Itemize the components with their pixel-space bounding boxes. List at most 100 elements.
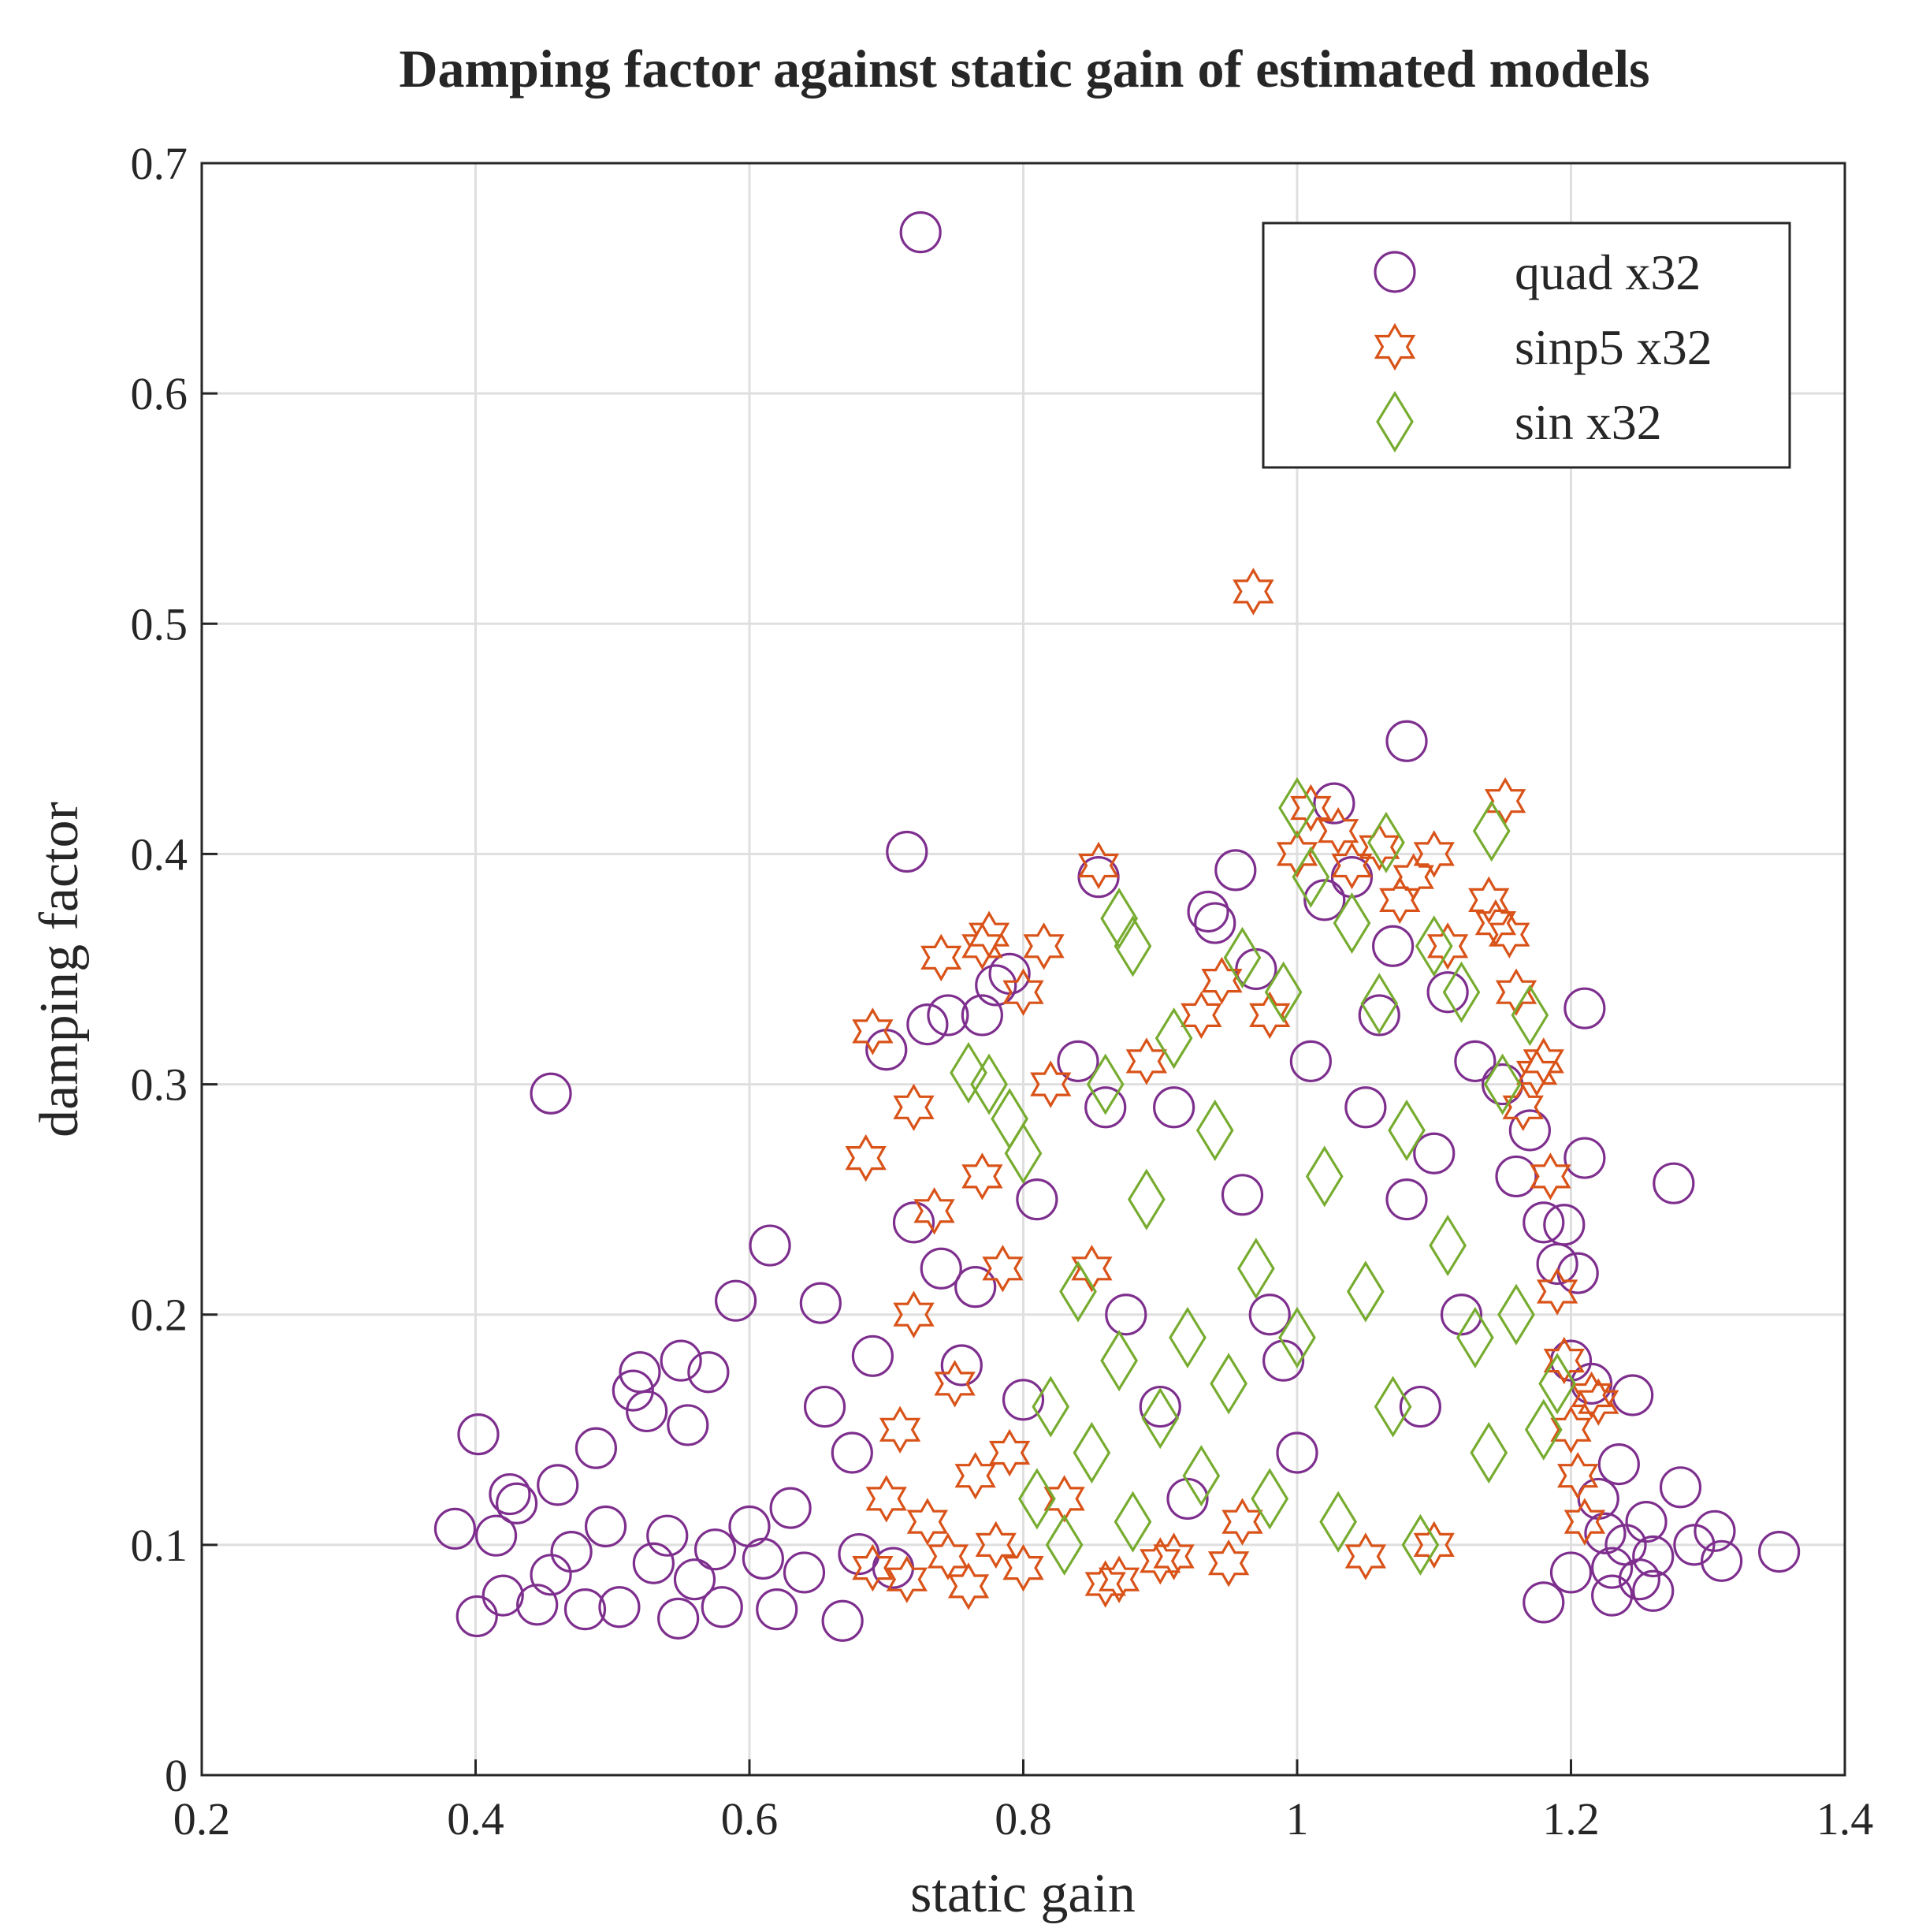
sinp5-point xyxy=(1043,1475,1085,1523)
legend-marker-quad xyxy=(1374,251,1416,293)
sin-point xyxy=(1223,926,1262,988)
quad-point xyxy=(1016,1178,1058,1221)
sinp5-point xyxy=(852,1543,894,1592)
sin-point xyxy=(1154,1007,1193,1070)
sin-point xyxy=(1127,1168,1166,1230)
sin-point xyxy=(1264,961,1303,1023)
x-tick-label: 0.8 xyxy=(995,1793,1052,1845)
y-tick-label: 0.7 xyxy=(131,138,188,189)
sin-point xyxy=(1114,915,1152,977)
x-tick-label: 0.6 xyxy=(721,1793,779,1845)
legend-entries: quad x32 sinp5 x32 sin x32 xyxy=(1374,244,1712,453)
sinp5-point xyxy=(1536,1268,1578,1316)
quad-point xyxy=(1262,1339,1305,1382)
sin-point xyxy=(1141,1387,1180,1450)
sinp5-point xyxy=(1344,1532,1387,1580)
sin-point xyxy=(1429,1215,1467,1277)
sin-point xyxy=(1333,892,1371,955)
sinp5-point xyxy=(1543,1336,1585,1385)
sinp5-point xyxy=(920,933,962,982)
sin-point xyxy=(1292,846,1330,908)
sinp5-point xyxy=(1550,1405,1592,1454)
sin-point xyxy=(950,1041,987,1104)
quad-point xyxy=(1632,1569,1675,1612)
quad-point xyxy=(1221,1174,1264,1216)
quad-point xyxy=(821,1599,864,1642)
quad-point xyxy=(1694,1509,1736,1552)
sinp5-point xyxy=(1071,1245,1113,1293)
sin-point xyxy=(1236,1238,1275,1300)
sinp5-point xyxy=(1359,823,1400,871)
quad-point xyxy=(1523,1581,1565,1624)
quad-point xyxy=(657,1597,700,1640)
sin-point xyxy=(1210,1353,1248,1415)
sin-point xyxy=(1073,1421,1111,1484)
quad-point xyxy=(1105,1294,1147,1336)
sinp5-point xyxy=(865,1475,907,1523)
sinp5-point xyxy=(1317,807,1359,855)
quad-point xyxy=(516,1584,559,1626)
x-axis-label: static gain xyxy=(910,1863,1136,1924)
sin-point xyxy=(1415,915,1453,977)
sin-point xyxy=(1367,811,1405,873)
quad-point xyxy=(1358,994,1400,1037)
legend-label-sinp5: sinp5 x32 xyxy=(1515,319,1712,375)
sinp5-point xyxy=(1002,968,1044,1016)
quad-point xyxy=(1454,1040,1497,1082)
series-sinp5 xyxy=(845,568,1619,1610)
quad-point xyxy=(1758,1531,1801,1573)
quad-point xyxy=(1495,1155,1537,1198)
quad-point xyxy=(667,1404,709,1446)
quad-point xyxy=(1002,1379,1045,1421)
sinp5-point xyxy=(1023,922,1065,970)
sinp5-point xyxy=(961,1152,1003,1201)
plot-area xyxy=(433,211,1801,1642)
sin-point xyxy=(1017,1468,1056,1530)
sinp5-point xyxy=(927,1532,969,1580)
y-axis-label: damping factor xyxy=(29,802,90,1137)
sin-point xyxy=(1346,1260,1385,1323)
sin-point xyxy=(1182,1445,1221,1507)
quad-point xyxy=(1523,1201,1565,1244)
quad-point xyxy=(1549,1551,1593,1594)
quad-point xyxy=(940,1344,983,1387)
y-tick-label: 0 xyxy=(165,1750,188,1801)
sinp5-point xyxy=(1290,784,1332,832)
sinp5-point xyxy=(1233,568,1274,616)
sin-point xyxy=(1278,1306,1316,1368)
sinp5-point xyxy=(1221,1498,1263,1546)
y-tick-label: 0.1 xyxy=(131,1520,188,1571)
quad-point xyxy=(961,994,1003,1037)
quad-point xyxy=(1413,1132,1456,1174)
quad-point xyxy=(1153,1086,1195,1129)
sinp5-point xyxy=(1077,841,1120,890)
quad-point xyxy=(1248,1294,1291,1336)
quad-point xyxy=(886,830,928,873)
sin-point xyxy=(1483,1053,1522,1115)
quad-point xyxy=(1440,1294,1483,1336)
y-tick-label: 0.5 xyxy=(131,598,188,650)
quad-point xyxy=(598,1586,641,1629)
legend-label-quad: quad x32 xyxy=(1515,244,1701,300)
quad-point xyxy=(701,1586,743,1629)
quad-point xyxy=(1625,1501,1668,1543)
y-tick-label: 0.3 xyxy=(131,1059,188,1111)
sinp5-point xyxy=(1030,1060,1072,1108)
quad-point xyxy=(1385,1178,1428,1221)
quad-point xyxy=(975,964,1017,1007)
sin-point xyxy=(1045,1513,1084,1576)
quad-point xyxy=(749,1224,791,1267)
quad-point xyxy=(1139,1385,1181,1428)
sin-point xyxy=(970,1053,1008,1115)
quad-point xyxy=(482,1574,524,1617)
legend-marker-sin xyxy=(1376,390,1414,453)
quad-point xyxy=(1591,1574,1634,1617)
quad-point xyxy=(563,1588,607,1631)
quad-point xyxy=(831,1431,873,1474)
sin-point xyxy=(1086,1053,1125,1115)
quad-point xyxy=(673,1558,716,1601)
sinp5-point xyxy=(954,1452,996,1500)
sinp5-point xyxy=(1530,1152,1571,1201)
sinp5-point xyxy=(1468,876,1510,925)
